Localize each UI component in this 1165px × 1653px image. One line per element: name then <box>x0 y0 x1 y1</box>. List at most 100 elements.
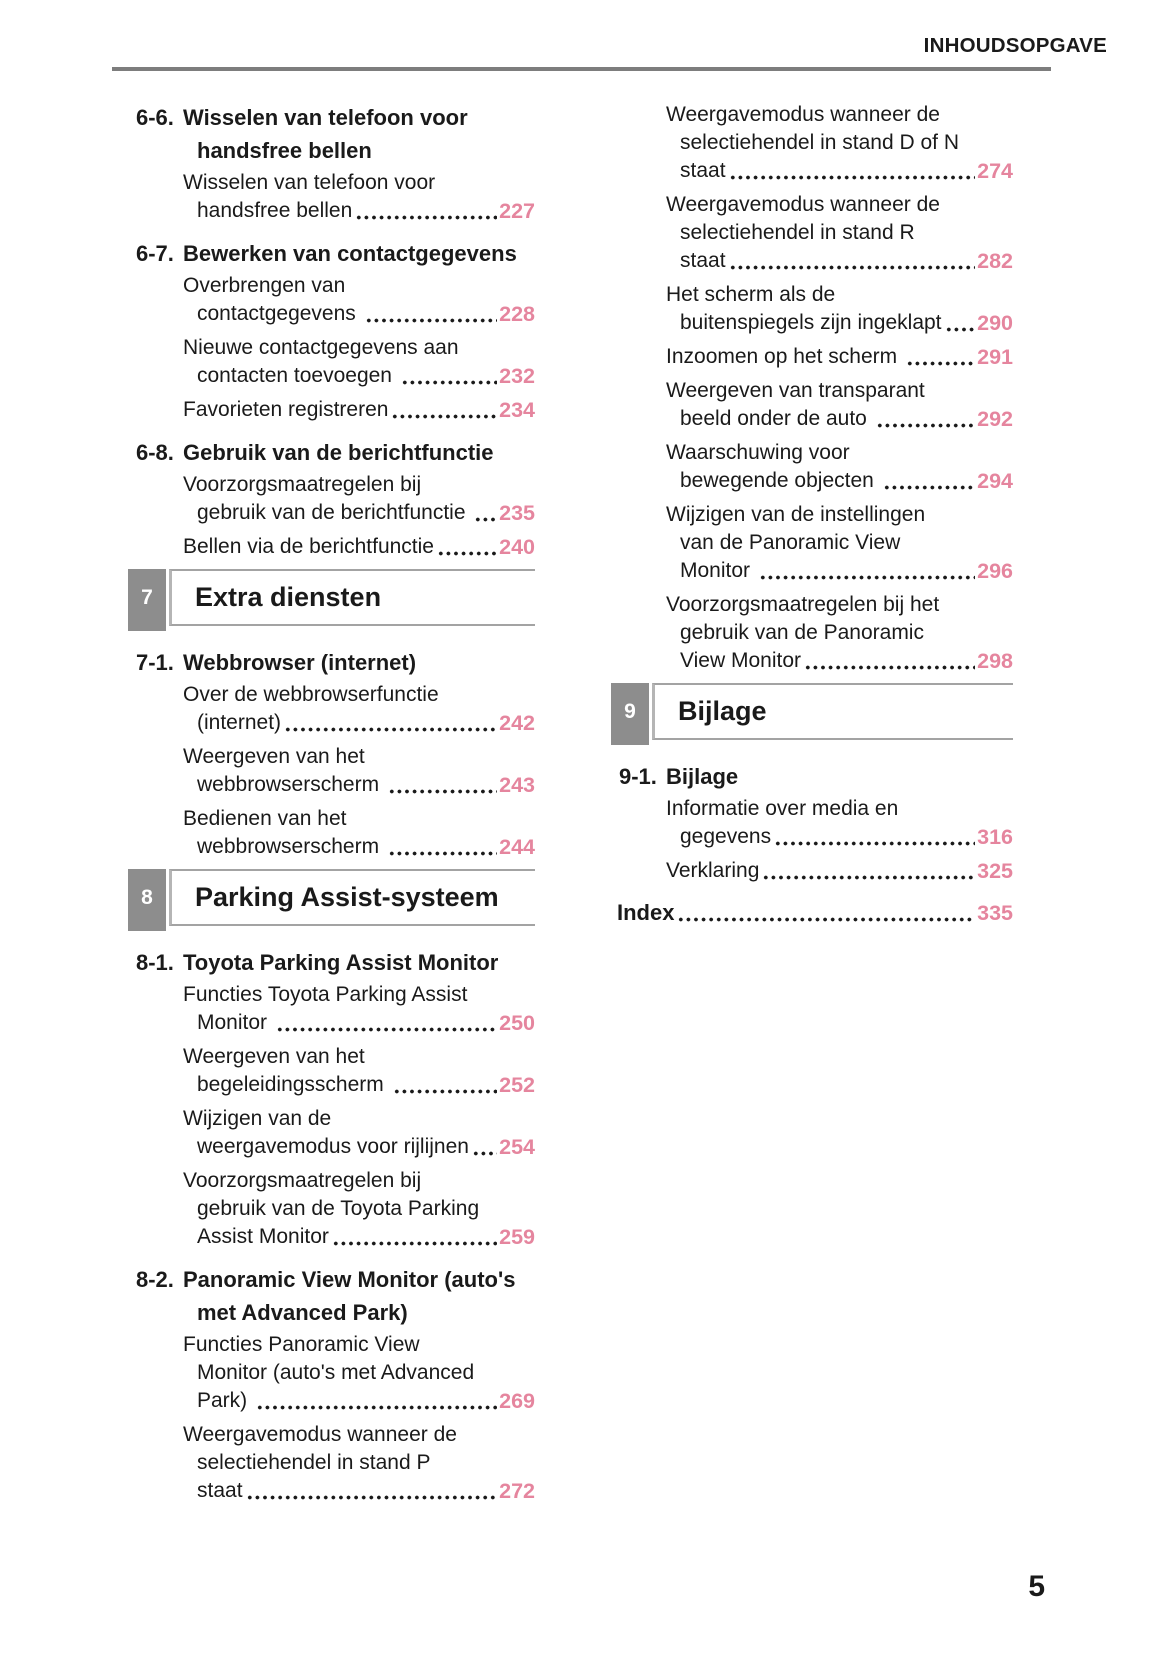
toc-entry-last-line: gebruik van de berichtfunctie 235 <box>183 499 535 527</box>
toc-entry-last-line: webbrowserscherm 244 <box>183 833 535 861</box>
toc-entry-last-line: Monitor 250 <box>183 1009 535 1037</box>
toc-entry-text: begeleidingsscherm <box>197 1073 390 1096</box>
index-label: Index <box>617 900 675 925</box>
page-number: 298 <box>977 649 1013 673</box>
toc-entry-text: Favorieten registreren <box>183 398 389 421</box>
page-number: 243 <box>499 773 535 797</box>
dot-leader <box>284 727 498 732</box>
dot-leader <box>804 665 976 670</box>
page-number: 272 <box>499 1479 535 1503</box>
toc-entry-line: Over de webbrowserfunctie <box>183 683 439 706</box>
toc-entry-last-line: Bellen via de berichtfunctie 240 <box>183 533 535 561</box>
dot-leader <box>355 215 498 220</box>
page-number: 227 <box>499 199 535 223</box>
page-number: 250 <box>499 1011 535 1035</box>
page-number: 325 <box>977 859 1013 883</box>
toc-entry-last-line: Park) 269 <box>183 1387 535 1415</box>
toc-entry-line: Weergavemodus wanneer de <box>666 103 940 126</box>
toc-entry: Voorzorgsmaatregelen bij het gebruik van … <box>611 591 1013 675</box>
toc-entry-line: Functies Toyota Parking Assist <box>183 983 468 1006</box>
dot-leader <box>728 265 976 270</box>
chapter-title: Panoramic View Monitor (auto's met Advanc… <box>183 1263 535 1329</box>
toc-entry-line: Wisselen van telefoon voor <box>183 171 436 194</box>
toc-entry: Weergavemodus wanneer de selectiehendel i… <box>128 1421 535 1505</box>
page-number: 235 <box>499 501 535 525</box>
toc-entry-last-line: Monitor 296 <box>666 557 1013 585</box>
toc-entry-line: Overbrengen van <box>183 274 346 297</box>
toc-entry-text: webbrowserscherm <box>197 835 385 858</box>
page-number: 228 <box>499 302 535 326</box>
toc-entry: Bedienen van het webbrowserscherm 244 <box>128 805 535 861</box>
toc-entry-last-line: Assist Monitor 259 <box>183 1223 535 1251</box>
page-number: 252 <box>499 1073 535 1097</box>
dot-leader <box>256 1405 498 1410</box>
chapter-heading: 6-6. Wisselen van telefoon voor handsfree … <box>128 101 535 167</box>
toc-entry-text: Monitor <box>680 559 756 582</box>
section-title: Bijlage <box>678 696 767 726</box>
toc-entry-last-line: handsfree bellen 227 <box>183 197 535 225</box>
dot-leader <box>364 318 498 323</box>
section-number-badge: 7 <box>128 569 166 631</box>
section-header: 8 Parking Assist-systeem <box>128 869 535 931</box>
toc-entry-line: Nieuwe contactgegevens aan <box>183 336 459 359</box>
toc-entry-line: Voorzorgsmaatregelen bij <box>183 473 422 496</box>
toc-entry-text: handsfree bellen <box>197 199 353 222</box>
toc-entry-text: Assist Monitor <box>197 1225 329 1248</box>
toc-entry: Favorieten registreren 234 <box>128 396 535 424</box>
toc-entry: Over de webbrowserfunctie (internet) 242 <box>128 681 535 737</box>
dot-leader <box>471 1151 498 1156</box>
chapter-number: 7-1. <box>136 650 174 675</box>
dot-leader <box>331 1241 498 1246</box>
chapter-title-line: Webbrowser (internet) <box>183 650 417 675</box>
chapter-number: 9-1. <box>619 764 657 789</box>
chapter-title: Bewerken van contactgegevens <box>183 237 535 270</box>
toc-entry-line: Voorzorgsmaatregelen bij het <box>666 593 940 616</box>
page-number: 292 <box>977 407 1013 431</box>
chapter-title-line: Wisselen van telefoon voor <box>183 105 468 130</box>
page-number: 335 <box>977 901 1013 925</box>
section-title-box: Bijlage <box>652 683 1013 740</box>
page-number: 282 <box>977 249 1013 273</box>
page-number: 291 <box>977 345 1013 369</box>
dot-leader <box>392 1089 498 1094</box>
toc-entry-text: gebruik van de berichtfunctie <box>197 501 472 524</box>
toc-entry-text: View Monitor <box>680 649 801 672</box>
toc-entry-last-line: staat 272 <box>183 1477 535 1505</box>
toc-entry: Waarschuwing voor bewegende objecten 294 <box>611 439 1013 495</box>
page-number: 234 <box>499 398 535 422</box>
dot-leader <box>400 380 498 385</box>
toc-entry-last-line: webbrowserscherm 243 <box>183 771 535 799</box>
section-title: Extra diensten <box>195 582 382 612</box>
toc-entry-last-line: bewegende objecten 294 <box>666 467 1013 495</box>
dot-leader <box>387 789 498 794</box>
toc-entry: Functies Toyota Parking Assist Monitor 25… <box>128 981 535 1037</box>
toc-entry-text: Park) <box>197 1389 254 1412</box>
dot-leader <box>474 517 498 522</box>
toc-entry-text: staat <box>680 249 726 272</box>
toc-entry-last-line: contactgegevens 228 <box>183 300 535 328</box>
toc-entry-last-line: staat 274 <box>666 157 1013 185</box>
toc-entry-line: Waarschuwing voor <box>666 441 850 464</box>
toc-entry-line: Weergeven van transparant <box>666 379 925 402</box>
chapter-title: Bijlage <box>666 760 1013 793</box>
chapter-title-line: Gebruik van de berichtfunctie <box>183 440 494 465</box>
toc-entry-text: buitenspiegels zijn ingeklapt <box>680 311 942 334</box>
toc-entry: Weergavemodus wanneer de selectiehendel i… <box>611 101 1013 185</box>
toc-entry-last-line: beeld onder de auto 292 <box>666 405 1013 433</box>
page-number: 274 <box>977 159 1013 183</box>
toc-entry-last-line: Inzoomen op het scherm 291 <box>666 343 1013 371</box>
dot-leader <box>387 851 498 856</box>
chapter-number: 6-6. <box>136 105 174 130</box>
toc-column-right: Weergavemodus wanneer de selectiehendel i… <box>611 101 1013 927</box>
toc-entry-text: staat <box>197 1479 243 1502</box>
toc-entry-text: webbrowserscherm <box>197 773 385 796</box>
toc-entry-last-line: (internet) 242 <box>183 709 535 737</box>
toc-entry: Wijzigen van de instellingen van de Panor… <box>611 501 1013 585</box>
section-title: Parking Assist-systeem <box>195 882 499 912</box>
chapter-title-line: Bewerken van contactgegevens <box>183 241 517 266</box>
toc-entry: Functies Panoramic View Monitor (auto's m… <box>128 1331 535 1415</box>
dot-leader <box>762 875 976 880</box>
chapter-heading: 8-2. Panoramic View Monitor (auto's met Ad… <box>128 1263 535 1329</box>
toc-entry: Weergeven van het webbrowserscherm 243 <box>128 743 535 799</box>
